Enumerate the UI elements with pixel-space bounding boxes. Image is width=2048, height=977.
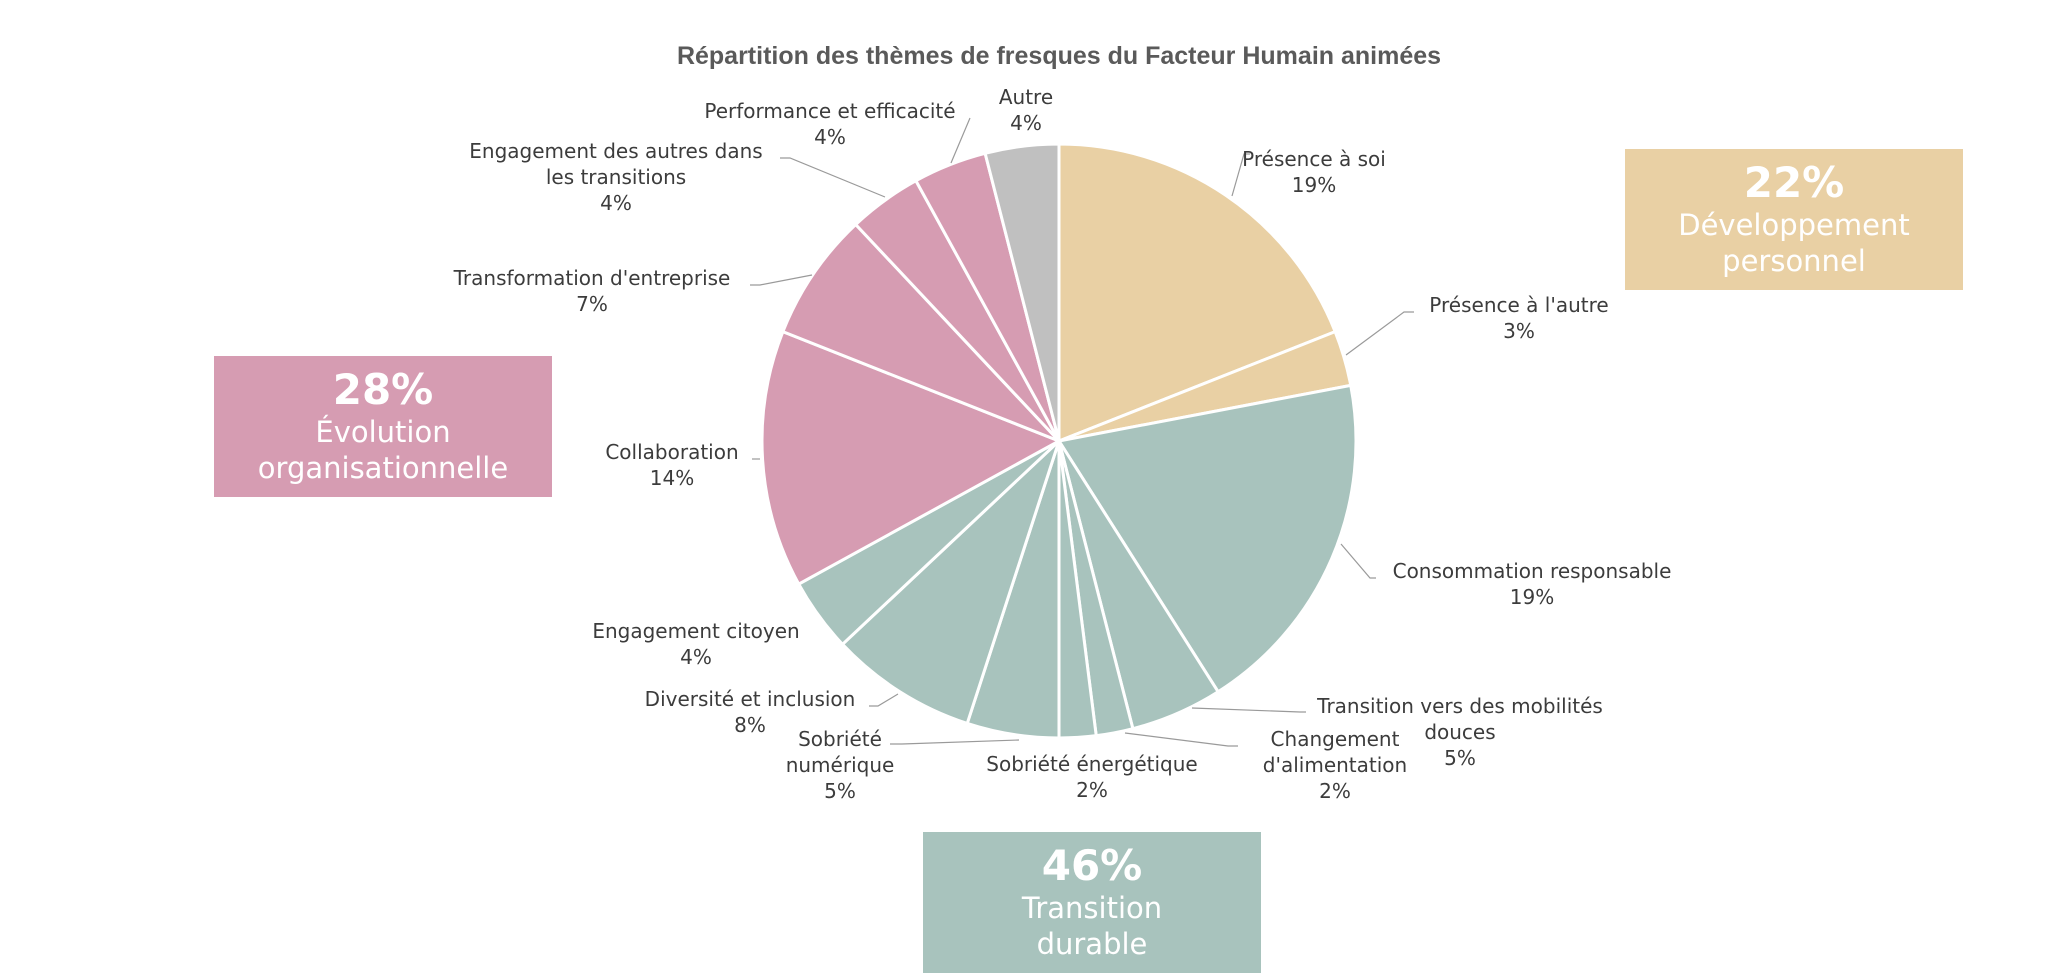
slice-label: Collaboration 14% <box>605 440 738 490</box>
leader-line <box>950 117 971 164</box>
slice-label: Consommation responsable 19% <box>1393 559 1672 609</box>
group-name: Évolution organisationnelle <box>257 415 509 485</box>
slice-label: Sobriété numérique 5% <box>786 727 895 803</box>
leader-line <box>780 157 886 198</box>
group-percent: 22% <box>1743 158 1845 207</box>
pie-slice <box>983 142 1061 442</box>
leader-line <box>1231 153 1250 197</box>
slice-label: Présence à soi 19% <box>1242 147 1386 197</box>
group-percent: 28% <box>332 365 434 414</box>
group-box-evolution-organisationnelle: 28% Évolution organisationnelle <box>214 356 552 497</box>
leader-line <box>890 739 1020 745</box>
slice-label: Diversité et inclusion 8% <box>645 687 856 737</box>
pie-slice <box>760 329 1063 587</box>
leader-line <box>1340 543 1376 579</box>
group-name: Transition durable <box>1021 891 1163 961</box>
pie-slice <box>840 439 1061 726</box>
slice-label: Changement d'alimentation 2% <box>1263 727 1407 803</box>
leader-line <box>750 274 813 286</box>
slice-label: Engagement citoyen 4% <box>592 619 799 669</box>
slice-label: Engagement des autres dans les transition… <box>469 139 762 215</box>
slice-label: Transition vers des mobilités douces 5% <box>1316 694 1603 770</box>
chart-title: Répartition des thèmes de fresques du Fa… <box>677 42 1441 70</box>
leader-line <box>1124 732 1238 747</box>
pie-slice <box>1056 383 1358 694</box>
leader-line <box>869 693 899 707</box>
leader-lines <box>750 117 1414 747</box>
group-box-transition-durable: 46% Transition durable <box>923 832 1261 973</box>
slice-label: Autre 4% <box>999 85 1053 135</box>
pie-slice <box>1057 142 1338 444</box>
slice-label: Sobriété énergétique 2% <box>986 752 1197 802</box>
leader-line <box>1191 707 1306 713</box>
slice-label: Performance et efficacité 4% <box>704 99 955 149</box>
slice-labels: Présence à soi 19% Présence à l'autre 3% Con… <box>453 85 1672 803</box>
group-box-developpement-personnel: 22% Développement personnel <box>1625 149 1963 290</box>
pie-slices <box>760 142 1358 740</box>
leader-line <box>1345 311 1414 356</box>
group-name: Développement personnel <box>1678 208 1910 278</box>
slice-label: Transformation d'entreprise 7% <box>453 266 731 316</box>
group-percent: 46% <box>1041 841 1143 890</box>
pie-slice <box>780 222 1061 443</box>
slice-label: Présence à l'autre 3% <box>1429 293 1608 343</box>
